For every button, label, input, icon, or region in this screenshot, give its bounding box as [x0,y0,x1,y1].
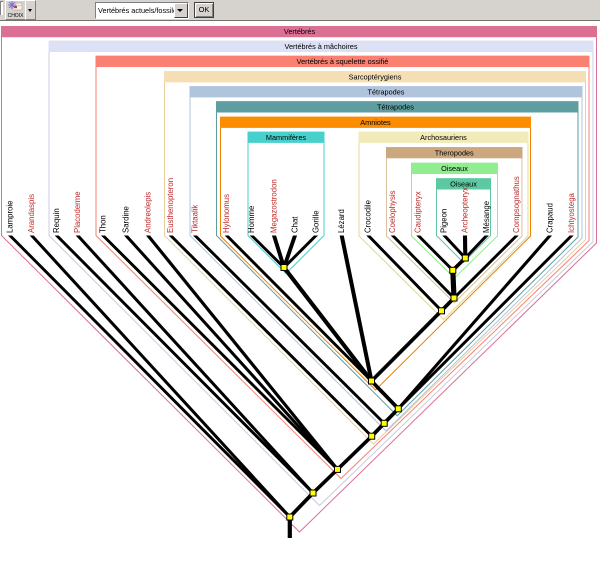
svg-text:Vertébrés à squelette ossifié: Vertébrés à squelette ossifié [297,57,389,66]
svg-text:Thon: Thon [98,215,107,233]
svg-text:Tétrapodes: Tétrapodes [377,103,414,112]
svg-text:Lamproie: Lamproie [5,200,14,233]
svg-text:Sarcoptérygiens: Sarcoptérygiens [349,72,402,81]
svg-text:Theropodes: Theropodes [435,148,474,157]
svg-text:Crocodile: Crocodile [364,200,373,233]
svg-text:Tétrapodes: Tétrapodes [368,87,405,96]
svg-text:Chat: Chat [290,216,299,233]
svg-text:Sardine: Sardine [121,206,130,233]
svg-text:Requin: Requin [52,208,61,233]
svg-text:Placoderme: Placoderme [73,191,82,233]
svg-text:Tiktaalik: Tiktaalik [190,205,199,233]
svg-text:Lézard: Lézard [337,209,346,233]
svg-text:Mammifères: Mammifères [266,133,306,142]
svg-text:Homme: Homme [247,206,256,233]
svg-text:Vertébrés: Vertébrés [284,27,316,36]
svg-text:Compsognathus: Compsognathus [512,176,521,233]
svg-text:Ichtyostega: Ichtyostega [567,192,576,233]
svg-text:Hylonomus: Hylonomus [222,194,231,233]
svg-text:Amniotes: Amniotes [360,118,391,127]
svg-text:Coelophysis: Coelophysis [388,190,397,233]
svg-text:Archosauriens: Archosauriens [420,133,467,142]
svg-text:Vertébrés à mâchoires: Vertébrés à mâchoires [284,42,357,51]
svg-text:Archeopteryx: Archeopteryx [460,187,469,233]
svg-text:Pigeon: Pigeon [440,209,449,233]
svg-text:Oiseaux: Oiseaux [441,164,468,173]
svg-text:Crapaud: Crapaud [545,203,554,233]
svg-text:Caudipteryx: Caudipteryx [414,191,423,233]
svg-text:Eusthenopteron: Eusthenopteron [166,178,175,233]
svg-text:Megazostrodon: Megazostrodon [269,179,278,233]
svg-text:Mésange: Mésange [482,201,491,233]
svg-text:Arandaspis: Arandaspis [27,194,36,233]
svg-text:Oiseaux: Oiseaux [450,180,477,189]
svg-text:Gorille: Gorille [311,210,320,233]
svg-text:Andreolepis: Andreolepis [143,192,152,233]
